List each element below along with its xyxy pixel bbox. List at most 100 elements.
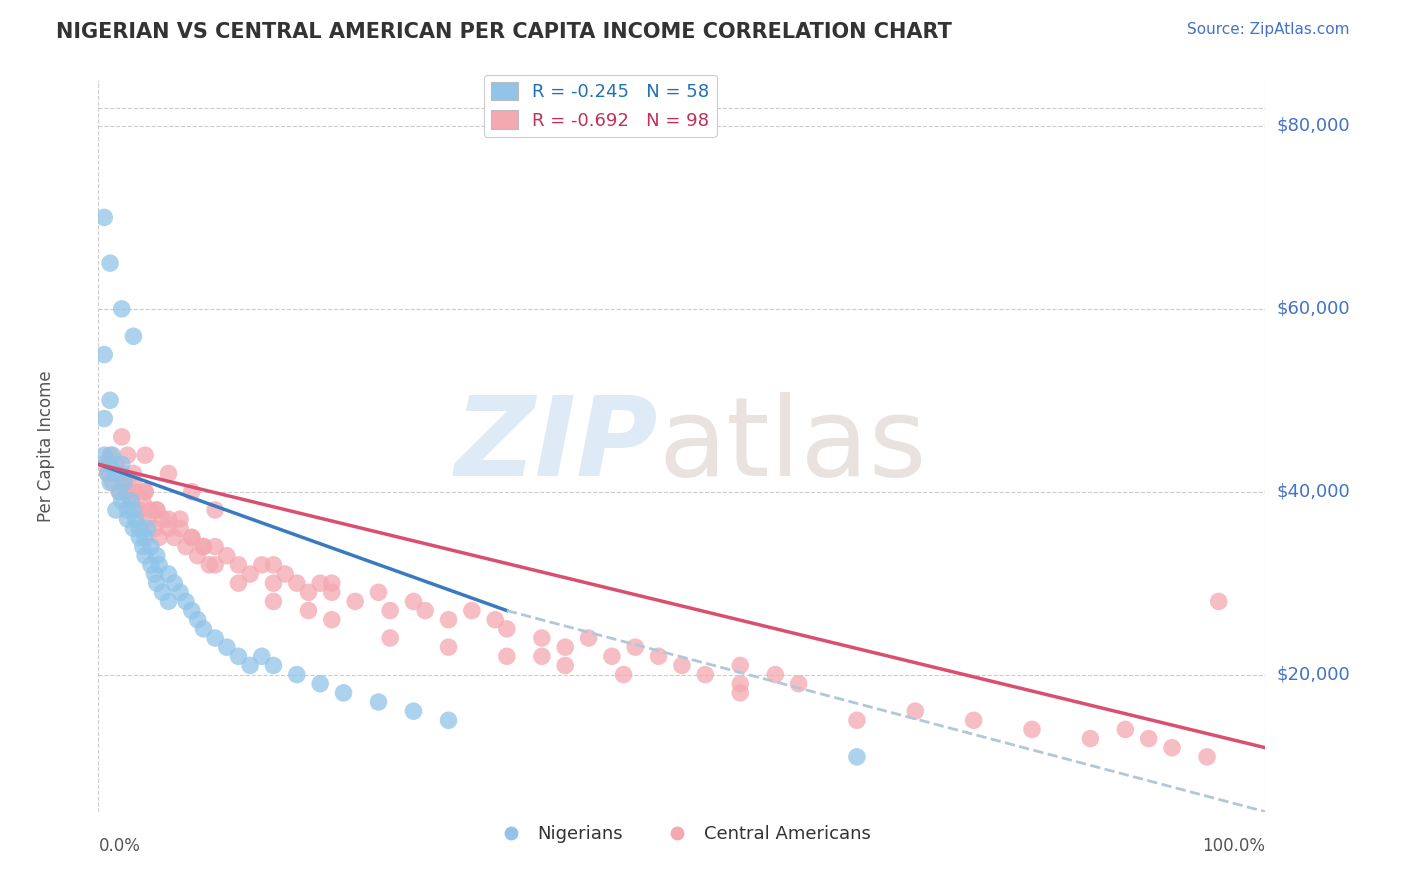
Central Americans xyxy=(136,512,159,526)
Central Americans xyxy=(180,484,202,499)
Central Americans xyxy=(215,549,238,563)
Text: 100.0%: 100.0% xyxy=(1202,837,1265,855)
Nigerians xyxy=(122,503,145,517)
Central Americans xyxy=(484,613,506,627)
Nigerians xyxy=(139,540,162,554)
Central Americans xyxy=(846,714,869,728)
Nigerians xyxy=(98,457,121,471)
Nigerians xyxy=(128,530,150,544)
Central Americans xyxy=(262,558,284,572)
Central Americans xyxy=(128,503,150,517)
Nigerians xyxy=(285,667,308,681)
Nigerians xyxy=(98,475,121,490)
Text: $20,000: $20,000 xyxy=(1277,665,1350,683)
Central Americans xyxy=(285,576,308,591)
Nigerians xyxy=(146,576,169,591)
Central Americans xyxy=(1080,731,1102,746)
Central Americans xyxy=(157,467,180,481)
Central Americans xyxy=(730,686,752,700)
Central Americans xyxy=(274,567,297,582)
Nigerians xyxy=(111,457,134,471)
Central Americans xyxy=(169,521,191,535)
Nigerians xyxy=(239,658,262,673)
Central Americans xyxy=(1137,731,1160,746)
Central Americans xyxy=(122,467,145,481)
Central Americans xyxy=(112,475,135,490)
Central Americans xyxy=(122,475,145,490)
Legend: Nigerians, Central Americans: Nigerians, Central Americans xyxy=(485,818,879,850)
Central Americans xyxy=(600,649,623,664)
Text: ZIP: ZIP xyxy=(456,392,658,500)
Nigerians xyxy=(101,448,124,462)
Nigerians xyxy=(309,676,332,690)
Central Americans xyxy=(530,649,553,664)
Central Americans xyxy=(111,467,134,481)
Nigerians xyxy=(93,211,115,225)
Central Americans xyxy=(578,631,600,645)
Central Americans xyxy=(613,667,636,681)
Central Americans xyxy=(437,640,460,655)
Central Americans xyxy=(461,603,484,617)
Central Americans xyxy=(120,493,142,508)
Nigerians xyxy=(104,467,127,481)
Central Americans xyxy=(367,585,389,599)
Central Americans xyxy=(180,530,202,544)
Nigerians xyxy=(117,503,139,517)
Central Americans xyxy=(1208,594,1230,608)
Central Americans xyxy=(198,558,221,572)
Nigerians xyxy=(93,411,115,425)
Central Americans xyxy=(108,484,131,499)
Nigerians xyxy=(134,530,156,544)
Central Americans xyxy=(193,540,215,554)
Central Americans xyxy=(157,521,180,535)
Central Americans xyxy=(730,676,752,690)
Nigerians xyxy=(846,749,869,764)
Central Americans xyxy=(101,475,124,490)
Central Americans xyxy=(157,512,180,526)
Text: Source: ZipAtlas.com: Source: ZipAtlas.com xyxy=(1187,22,1350,37)
Central Americans xyxy=(204,558,226,572)
Central Americans xyxy=(297,585,319,599)
Nigerians xyxy=(437,714,460,728)
Central Americans xyxy=(134,484,156,499)
Nigerians xyxy=(117,512,139,526)
Nigerians xyxy=(204,631,226,645)
Central Americans xyxy=(187,549,209,563)
Nigerians xyxy=(163,576,186,591)
Central Americans xyxy=(695,667,717,681)
Central Americans xyxy=(321,585,343,599)
Central Americans xyxy=(496,622,519,636)
Nigerians xyxy=(143,567,166,582)
Central Americans xyxy=(262,576,284,591)
Central Americans xyxy=(239,567,262,582)
Nigerians xyxy=(122,329,145,343)
Central Americans xyxy=(98,448,121,462)
Nigerians xyxy=(169,585,191,599)
Central Americans xyxy=(93,457,115,471)
Central Americans xyxy=(134,448,156,462)
Text: NIGERIAN VS CENTRAL AMERICAN PER CAPITA INCOME CORRELATION CHART: NIGERIAN VS CENTRAL AMERICAN PER CAPITA … xyxy=(56,22,952,42)
Central Americans xyxy=(193,540,215,554)
Central Americans xyxy=(530,631,553,645)
Nigerians xyxy=(93,347,115,362)
Nigerians xyxy=(262,658,284,673)
Central Americans xyxy=(554,640,576,655)
Central Americans xyxy=(143,521,166,535)
Nigerians xyxy=(187,613,209,627)
Central Americans xyxy=(134,484,156,499)
Nigerians xyxy=(108,484,131,499)
Central Americans xyxy=(321,576,343,591)
Central Americans xyxy=(132,493,155,508)
Central Americans xyxy=(380,631,402,645)
Nigerians xyxy=(146,549,169,563)
Central Americans xyxy=(169,512,191,526)
Central Americans xyxy=(1195,749,1218,764)
Nigerians xyxy=(98,393,121,408)
Central Americans xyxy=(146,503,169,517)
Central Americans xyxy=(174,540,197,554)
Nigerians xyxy=(332,686,354,700)
Nigerians xyxy=(152,585,174,599)
Central Americans xyxy=(228,558,250,572)
Text: atlas: atlas xyxy=(658,392,927,500)
Nigerians xyxy=(157,594,180,608)
